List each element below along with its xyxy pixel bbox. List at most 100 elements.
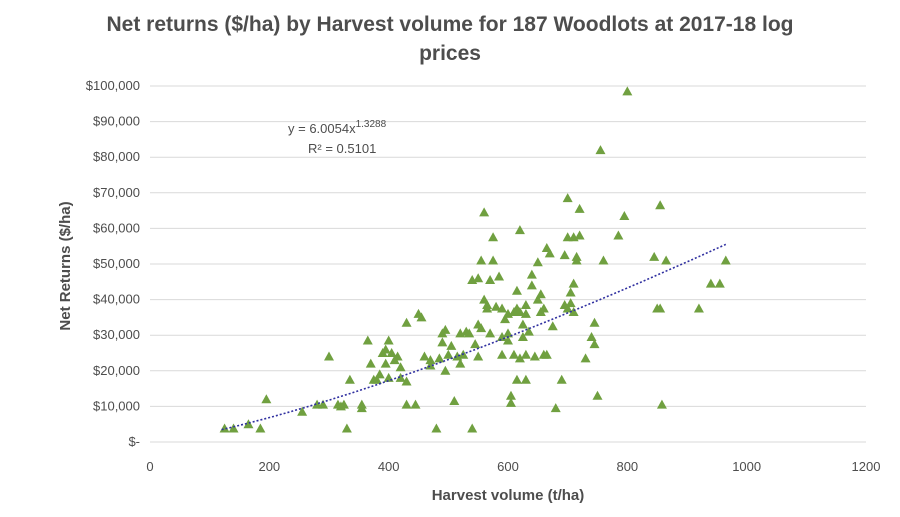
data-point-143 <box>705 278 716 288</box>
data-point-101 <box>532 257 543 267</box>
data-point-5 <box>297 406 308 416</box>
data-point-104 <box>538 303 549 313</box>
data-point-142 <box>693 303 704 313</box>
trendline-equation: y = 6.0054x1.3288 <box>288 119 387 136</box>
data-point-3 <box>255 423 266 433</box>
data-point-58 <box>473 351 484 361</box>
data-point-128 <box>589 317 600 327</box>
data-point-30 <box>395 372 406 382</box>
data-point-89 <box>514 307 525 317</box>
data-point-13 <box>344 374 355 384</box>
data-point-37 <box>419 351 430 361</box>
data-point-141 <box>661 255 672 265</box>
data-point-69 <box>488 255 499 265</box>
data-point-1 <box>228 423 239 433</box>
data-point-95 <box>520 349 531 359</box>
data-point-140 <box>656 399 667 409</box>
data-point-126 <box>580 353 591 363</box>
y-tick-label-10: $100,000 <box>86 78 140 93</box>
data-point-136 <box>649 251 660 261</box>
data-point-86 <box>511 374 522 384</box>
data-point-110 <box>550 403 561 413</box>
data-point-134 <box>619 210 630 220</box>
y-tick-label-2: $20,000 <box>93 363 140 378</box>
data-point-125 <box>574 203 585 213</box>
data-point-133 <box>613 230 624 240</box>
data-point-68 <box>485 275 496 285</box>
gridlines <box>150 85 866 443</box>
data-point-62 <box>476 323 487 333</box>
data-point-15 <box>356 403 367 413</box>
data-point-17 <box>365 358 376 368</box>
y-tick-label-6: $60,000 <box>93 220 140 235</box>
data-point-29 <box>395 362 406 372</box>
data-point-47 <box>446 340 457 350</box>
data-point-38 <box>425 360 436 370</box>
data-point-33 <box>401 317 412 327</box>
data-point-123 <box>571 255 582 265</box>
data-point-36 <box>416 312 427 322</box>
data-point-144 <box>714 278 725 288</box>
y-tick-label-0: $- <box>128 434 140 449</box>
data-point-66 <box>482 299 493 309</box>
data-point-75 <box>497 349 508 359</box>
x-tick-label-4: 800 <box>616 459 638 474</box>
y-tick-label-4: $40,000 <box>93 292 140 307</box>
data-point-55 <box>467 423 478 433</box>
data-point-100 <box>532 294 543 304</box>
x-tick-label-2: 400 <box>378 459 400 474</box>
data-point-44 <box>440 324 451 334</box>
x-tick-label-5: 1000 <box>732 459 761 474</box>
data-point-28 <box>392 351 403 361</box>
data-point-138 <box>655 303 666 313</box>
data-point-80 <box>505 390 516 400</box>
data-point-20 <box>374 369 385 379</box>
data-point-97 <box>526 280 537 290</box>
data-point-129 <box>589 339 600 349</box>
y-tick-label-1: $10,000 <box>93 398 140 413</box>
data-point-4 <box>261 394 272 404</box>
data-point-11 <box>338 399 349 409</box>
data-point-41 <box>434 353 445 363</box>
data-point-124 <box>574 230 585 240</box>
data-point-71 <box>491 301 502 311</box>
data-point-72 <box>494 271 505 281</box>
data-point-46 <box>443 349 454 359</box>
r-squared-label: R² = 0.5101 <box>308 141 376 156</box>
x-tick-label-6: 1200 <box>852 459 881 474</box>
data-point-54 <box>464 328 475 338</box>
data-point-23 <box>380 358 391 368</box>
data-point-112 <box>559 250 570 260</box>
y-tick-label-5: $50,000 <box>93 256 140 271</box>
chart-title-line-2: prices <box>419 42 481 65</box>
y-axis-tick-labels: $- $10,000 $20,000 $30,000 $40,000 $50,000 $60… <box>86 78 140 449</box>
data-point-145 <box>720 255 731 265</box>
data-point-120 <box>568 278 579 288</box>
data-point-87 <box>514 353 525 363</box>
data-point-94 <box>520 374 531 384</box>
data-point-119 <box>568 307 579 317</box>
data-point-48 <box>449 396 460 406</box>
data-point-57 <box>470 339 481 349</box>
data-point-45 <box>440 365 451 375</box>
data-point-98 <box>526 269 537 279</box>
data-point-40 <box>431 423 442 433</box>
data-point-61 <box>476 255 487 265</box>
trendline <box>221 243 727 431</box>
data-point-109 <box>547 321 558 331</box>
data-point-91 <box>517 331 528 341</box>
y-axis-title: Net Returns ($/ha) <box>57 201 74 330</box>
data-point-42 <box>437 337 448 347</box>
y-tick-label-8: $80,000 <box>93 149 140 164</box>
data-point-16 <box>362 335 373 345</box>
data-point-26 <box>386 348 397 357</box>
data-point-76 <box>500 314 511 324</box>
data-point-24 <box>383 335 394 345</box>
data-point-64 <box>479 207 490 217</box>
data-point-7 <box>318 399 329 409</box>
data-point-39 <box>425 355 436 365</box>
data-point-85 <box>511 285 522 295</box>
data-point-96 <box>523 326 534 336</box>
